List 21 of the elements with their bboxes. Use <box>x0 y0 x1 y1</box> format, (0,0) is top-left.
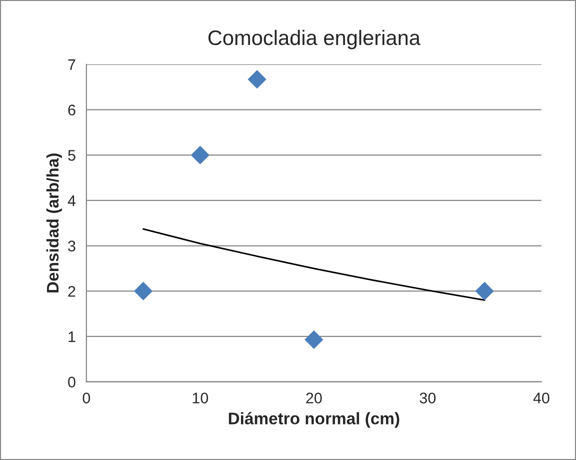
x-tick-label: 20 <box>306 392 322 404</box>
y-tick-label: 5 <box>68 150 76 161</box>
y-tick-label: 1 <box>68 331 76 342</box>
y-axis-title: Densidad (arb/ha) <box>46 154 62 292</box>
x-tick-label: 0 <box>82 392 90 404</box>
y-tick-label: 6 <box>68 104 76 116</box>
y-tick-label: 4 <box>68 195 76 206</box>
x-tick-label: 10 <box>192 392 208 404</box>
x-tick-label: 30 <box>420 392 436 404</box>
point <box>134 282 153 300</box>
y-tick-label: 3 <box>68 240 76 252</box>
point <box>248 70 266 89</box>
point <box>475 282 494 300</box>
y-tick-label: 7 <box>68 59 76 70</box>
chart-title: Comocladia engleriana <box>208 30 420 50</box>
x-axis-title: Diámetro normal (cm) <box>228 412 400 428</box>
point <box>190 146 210 164</box>
y-tick-label: 2 <box>68 286 76 297</box>
point <box>304 330 324 349</box>
x-tick-label: 40 <box>533 392 550 404</box>
y-tick-label: 0 <box>68 376 76 388</box>
